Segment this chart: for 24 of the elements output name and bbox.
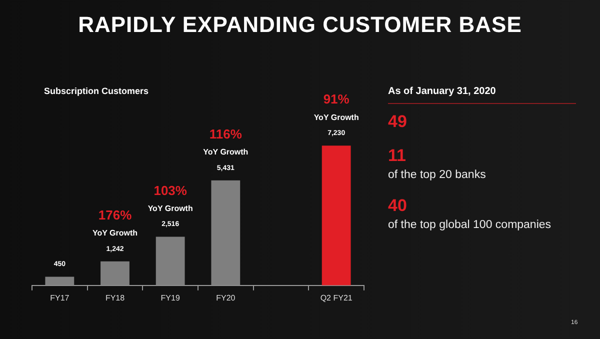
bar: [100, 261, 130, 286]
annotation: 103%: [154, 182, 188, 198]
annotation: YoY Growth: [148, 204, 193, 213]
text: As of January 31, 2020: [388, 86, 497, 97]
text: 40 of the top global 100 companies: [388, 196, 552, 232]
annotation: 176%: [98, 207, 132, 222]
x-tick-label: FY18: [105, 293, 126, 302]
x-tick-label: FY20: [216, 293, 236, 302]
x-tick-label: Q2 FY21: [320, 293, 353, 302]
bar: [322, 146, 351, 286]
text: 11 of the top 20 banks: [388, 146, 487, 182]
annotation: YoY Growth: [314, 112, 359, 122]
bar: [45, 276, 74, 286]
annotation: 116%: [209, 126, 242, 142]
x-tick-label: FY19: [160, 293, 180, 302]
annotation: YoY Growth: [92, 228, 138, 238]
chart-subtitle: Subscription Customers: [44, 86, 149, 96]
x-tick-label: FY17: [50, 293, 70, 302]
bar: [211, 180, 240, 286]
bar: [156, 236, 185, 286]
annotation: 91%: [323, 92, 350, 107]
annotation: YoY Growth: [203, 148, 248, 157]
chart-title: RAPIDLY EXPANDING CUSTOMER BASE: [77, 12, 523, 38]
text: 49: [388, 112, 408, 132]
